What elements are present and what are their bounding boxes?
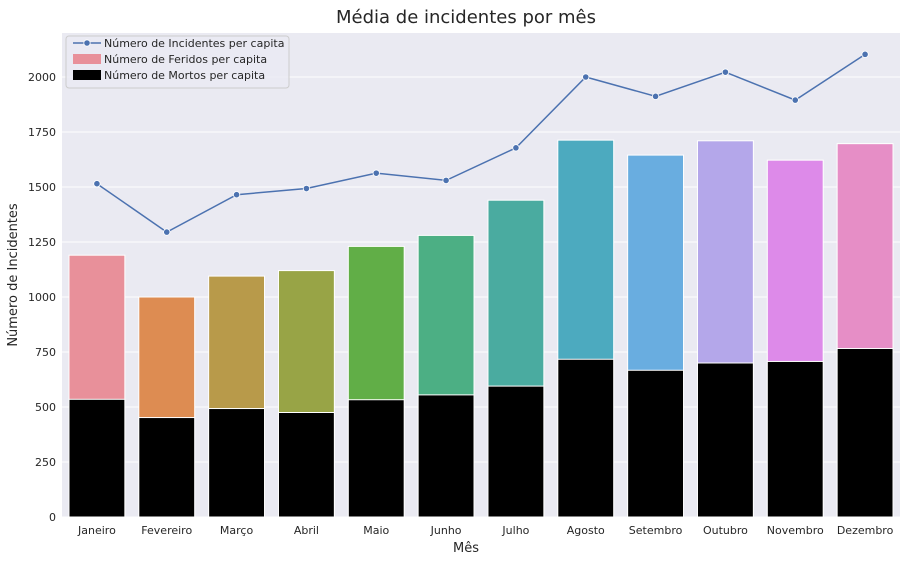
mortos-bar-group xyxy=(68,347,894,518)
x-axis-label: Mês xyxy=(453,541,479,556)
y-tick-label: 500 xyxy=(35,401,56,414)
x-tick-label: Dezembro xyxy=(837,524,894,537)
incidentes-point xyxy=(232,191,241,199)
x-tick-label: Setembro xyxy=(629,524,683,537)
legend-marker-swatch xyxy=(83,39,91,47)
x-tick-label: Fevereiro xyxy=(141,524,192,537)
incidentes-point xyxy=(791,96,799,104)
bar-mortos xyxy=(417,394,475,518)
legend-mortos-swatch xyxy=(73,70,101,80)
y-tick-label: 1000 xyxy=(28,291,56,304)
x-tick-label: Março xyxy=(220,524,254,537)
y-tick-label: 250 xyxy=(35,456,56,469)
x-tick-label: Junho xyxy=(430,524,462,537)
incidentes-point xyxy=(582,73,590,81)
incidentes-point xyxy=(512,144,520,152)
incidentes-point xyxy=(93,180,101,188)
legend-feridos-swatch xyxy=(73,54,101,64)
incidentes-line xyxy=(96,53,866,233)
legend-label-feridos: Número de Feridos per capita xyxy=(104,53,267,66)
legend-frame xyxy=(65,35,290,89)
incidentes-point xyxy=(163,228,171,236)
chart-title: Média de incidentes por mês xyxy=(336,7,596,28)
bar-mortos xyxy=(836,347,894,518)
legend-label-incidentes: Número de Incidentes per capita xyxy=(104,37,284,50)
incidentes-point xyxy=(442,176,450,184)
bar-mortos xyxy=(557,358,615,518)
legend: Número de Incidentes per capita Número d… xyxy=(65,35,290,89)
y-axis-ticks: 0 250 500 750 1000 1250 1500 1750 2000 xyxy=(28,71,56,524)
bar-mortos xyxy=(277,412,335,518)
x-tick-label: Outubro xyxy=(703,524,748,537)
y-tick-label: 0 xyxy=(49,511,56,524)
plot-area xyxy=(62,33,900,517)
incidentes-point xyxy=(721,68,730,76)
incidentes-line-group xyxy=(93,50,869,236)
x-tick-label: Abril xyxy=(294,524,319,537)
y-tick-label: 1750 xyxy=(28,126,56,139)
bar-mortos xyxy=(627,369,685,518)
y-tick-label: 1250 xyxy=(28,236,56,249)
x-axis-ticks: Janeiro Fevereiro Março Abril Maio Junho Julho… xyxy=(77,524,894,537)
bar-mortos xyxy=(138,417,196,518)
y-axis-label: Número de Incidentes xyxy=(6,203,21,347)
y-tick-label: 750 xyxy=(35,346,56,359)
bar-mortos xyxy=(208,408,266,518)
legend-label-mortos: Número de Mortos per capita xyxy=(104,69,265,82)
incidentes-point xyxy=(651,92,660,100)
bar-mortos xyxy=(696,362,754,518)
x-tick-label: Agosto xyxy=(567,524,605,537)
bar-mortos xyxy=(487,385,545,518)
x-tick-label: Novembro xyxy=(767,524,824,537)
y-tick-label: 1500 xyxy=(28,181,56,194)
x-tick-label: Janeiro xyxy=(77,524,116,537)
bar-mortos xyxy=(347,399,405,518)
incidentes-point xyxy=(372,169,380,177)
incidentes-point xyxy=(302,184,311,193)
bar-mortos xyxy=(68,398,126,518)
x-tick-label: Maio xyxy=(363,524,389,537)
incidentes-point xyxy=(861,50,869,58)
bar-mortos xyxy=(766,360,824,518)
x-tick-label: Julho xyxy=(501,524,529,537)
y-tick-label: 2000 xyxy=(28,71,56,84)
